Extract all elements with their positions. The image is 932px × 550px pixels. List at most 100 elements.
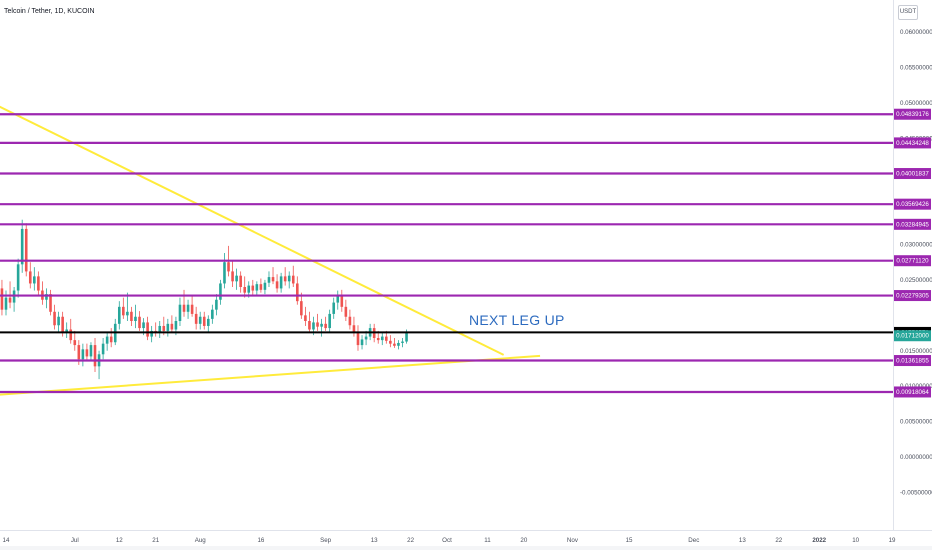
candle xyxy=(33,267,36,291)
candle xyxy=(122,297,125,319)
candle xyxy=(324,316,327,331)
candle xyxy=(263,279,267,295)
x-tick-label: 22 xyxy=(407,537,414,544)
y-tick-label: 0.02500000 xyxy=(900,277,932,284)
candle xyxy=(300,292,303,319)
candle xyxy=(85,343,89,362)
candle xyxy=(215,294,218,316)
candle xyxy=(271,267,275,285)
candle xyxy=(259,278,263,293)
annotation-text[interactable]: NEXT LEG UP xyxy=(469,312,565,328)
candle xyxy=(97,350,101,380)
candle xyxy=(332,297,336,319)
candle xyxy=(20,219,24,273)
level-price-label: 0.01361855 xyxy=(894,355,931,367)
candle xyxy=(186,299,190,319)
candle xyxy=(340,289,344,312)
candle xyxy=(194,306,198,330)
x-tick-label: 10 xyxy=(852,537,859,544)
candle xyxy=(211,304,214,324)
x-tick-label: Aug xyxy=(195,537,207,544)
svg-text:0.02279305: 0.02279305 xyxy=(896,293,929,300)
candle xyxy=(69,318,73,344)
level-price-label: 0.02279305 xyxy=(894,290,931,302)
level-price-label: 0.03284945 xyxy=(894,218,931,230)
svg-text:0.03569426: 0.03569426 xyxy=(896,201,929,208)
level-price-label: 0.02771120 xyxy=(894,255,931,267)
candle xyxy=(134,304,137,329)
y-tick-label: 0.05000000 xyxy=(900,100,932,107)
level-price-label: 0.04001837 xyxy=(894,168,931,180)
candle xyxy=(126,292,129,321)
candle xyxy=(190,295,194,317)
candle xyxy=(275,274,279,293)
last-price-label: 0.01712000 xyxy=(894,330,931,342)
candle xyxy=(158,321,162,338)
candle xyxy=(397,340,400,350)
candle xyxy=(45,288,48,309)
svg-text:0.01712000: 0.01712000 xyxy=(896,333,929,340)
candle xyxy=(105,332,109,351)
candle xyxy=(267,271,271,287)
candle xyxy=(393,338,396,348)
candle xyxy=(279,272,283,293)
candle xyxy=(28,262,32,289)
currency-button[interactable]: USDT xyxy=(898,5,918,20)
trendline[interactable] xyxy=(0,84,505,356)
time-scale-border xyxy=(0,546,932,550)
candle xyxy=(401,338,404,348)
level-price-label: 0.03569426 xyxy=(894,198,931,210)
svg-text:0.04434248: 0.04434248 xyxy=(896,140,929,147)
candle xyxy=(81,343,85,367)
level-price-label: 0.04434248 xyxy=(894,137,931,149)
candle xyxy=(24,223,28,277)
candle xyxy=(93,338,97,372)
candle xyxy=(65,322,68,338)
symbol-title[interactable]: Telcoin / Tether, 1D, KUCOIN xyxy=(4,8,95,15)
x-tick-label: 13 xyxy=(739,537,746,544)
candle xyxy=(0,279,4,316)
plot-area[interactable] xyxy=(0,84,893,398)
candle xyxy=(251,279,255,296)
x-tick-label: Nov xyxy=(567,537,579,544)
candle xyxy=(117,301,121,330)
level-price-label: 0.00918064 xyxy=(894,386,931,398)
x-tick-label: Oct xyxy=(442,537,452,544)
candle xyxy=(49,289,52,316)
candle xyxy=(328,309,331,333)
x-tick-label: 20 xyxy=(520,537,527,544)
candle xyxy=(287,271,291,289)
candle xyxy=(304,306,307,326)
candle xyxy=(320,318,323,337)
x-tick-label: 12 xyxy=(116,537,123,544)
svg-text:0.01361855: 0.01361855 xyxy=(896,358,929,365)
y-tick-label: -0.00500000 xyxy=(900,489,932,496)
candle xyxy=(206,315,210,333)
y-tick-label: 0.00500000 xyxy=(900,419,932,426)
candle xyxy=(150,325,153,343)
candle xyxy=(348,309,352,330)
y-tick-label: 0.00000000 xyxy=(900,454,932,461)
candle xyxy=(12,287,16,312)
x-tick-label: 21 xyxy=(152,537,159,544)
candle xyxy=(198,311,202,330)
candle xyxy=(316,313,319,331)
candle xyxy=(178,297,182,326)
svg-text:0.04839176: 0.04839176 xyxy=(896,111,929,118)
candle xyxy=(352,316,356,337)
candle xyxy=(146,316,149,341)
candle xyxy=(283,267,287,286)
x-tick-label: 22 xyxy=(775,537,782,544)
candle xyxy=(109,328,113,348)
candle xyxy=(130,306,133,326)
candle xyxy=(336,290,340,310)
candle xyxy=(255,281,259,296)
candle xyxy=(380,332,384,346)
x-tick-label: 19 xyxy=(889,537,896,544)
x-tick-label: 14 xyxy=(3,537,10,544)
candle xyxy=(89,342,93,361)
x-tick-label: 11 xyxy=(484,537,491,544)
y-tick-label: 0.05500000 xyxy=(900,64,932,71)
